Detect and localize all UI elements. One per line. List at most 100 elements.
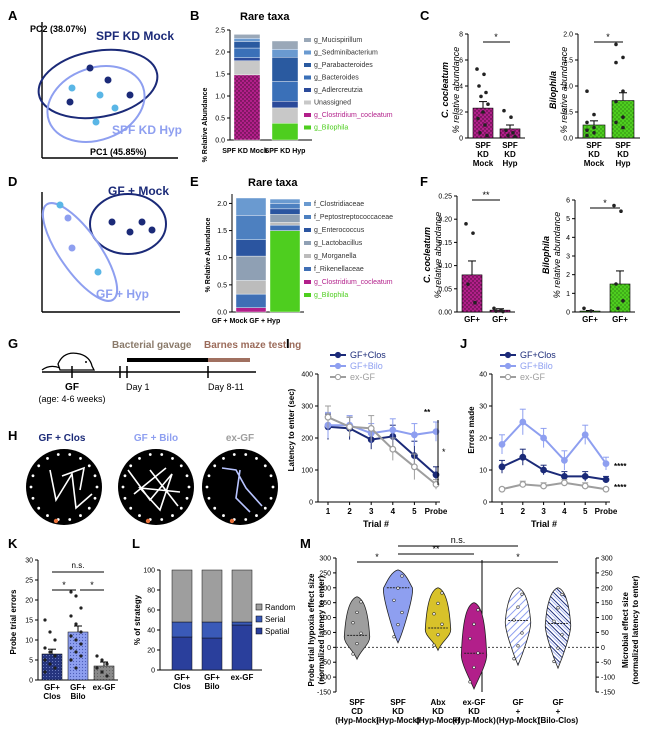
data-point (79, 654, 83, 658)
stacked-bar-segment (231, 569, 253, 623)
maze-hole (123, 496, 127, 500)
data-point (516, 644, 520, 648)
y-tick-label: 100 (601, 615, 613, 622)
data-point (355, 642, 359, 646)
y-tick-label: 100 (143, 568, 155, 575)
legend-label: g_Bacteroides (314, 75, 359, 82)
x-tick-label: SPF (475, 141, 491, 150)
data-point (560, 592, 564, 597)
data-point (411, 431, 418, 439)
maze-hole (255, 514, 258, 517)
legend-marker (504, 351, 512, 359)
y-tick-label: 150 (319, 600, 331, 607)
legend-marker (334, 373, 342, 381)
panel-j: J Errors made Trial # 0 10 20 30 40 1 2 3 4 5 Prob… (460, 336, 627, 529)
barnes-label: Barnes maze testing (204, 340, 301, 351)
data-point (589, 309, 593, 313)
age-label: (age: 4-6 weeks) (38, 394, 105, 404)
maze-hole (37, 464, 41, 468)
x-tick-label: Clos (173, 682, 191, 691)
series-line (501, 420, 607, 465)
maze-hole (95, 485, 99, 489)
x-axis-label: Trial # (363, 519, 389, 529)
sig-label: n.s. (451, 535, 466, 545)
legend-label: g_Bilophila (314, 292, 348, 299)
y-tick-label: 20 (147, 648, 155, 655)
data-point (621, 115, 625, 119)
y-tick-label: 10 (25, 638, 33, 645)
maze-hole (222, 457, 225, 460)
x-tick-label: Probe (425, 507, 448, 516)
stacked-bar-segment (271, 81, 299, 102)
data-point (506, 133, 510, 138)
x-tick-label: 4 (562, 507, 567, 516)
barnes-maze (202, 449, 278, 525)
bar-label: GF + Mock GF + Hyp (212, 318, 280, 325)
data-point (520, 631, 524, 635)
data-point (619, 209, 623, 213)
data-point (392, 635, 396, 639)
legend-label: Random (265, 603, 296, 612)
stacked-bar-segment (269, 198, 301, 204)
y-tick-label: 40 (479, 372, 487, 379)
data-point (486, 102, 490, 106)
x-tick-label: 5 (412, 507, 417, 516)
data-point (346, 423, 354, 431)
y-tick-label: 100 (301, 468, 313, 475)
legend-swatch (304, 113, 311, 117)
y-tick-label: 50 (323, 630, 331, 637)
data-point (498, 463, 506, 471)
x-tick-label: CD (351, 707, 363, 716)
legend-swatch (304, 280, 311, 284)
day1-label: Day 1 (126, 382, 150, 392)
y-tick-label: 30 (25, 558, 33, 565)
y-tick-label: 1 (566, 291, 570, 298)
data-point (440, 591, 444, 595)
violin (504, 587, 532, 667)
data-point (351, 652, 355, 656)
data-point (592, 131, 596, 135)
bar (461, 274, 483, 313)
stacked-bar-segment (235, 197, 267, 216)
data-point (74, 594, 78, 598)
panel-letter: C (420, 8, 430, 23)
data-point (69, 614, 73, 618)
data-point (585, 133, 589, 138)
data-point (324, 413, 332, 421)
y-tick-label: 8 (459, 32, 463, 39)
x-tick-label: GF+ (174, 673, 190, 682)
y-tick-label: 1.0 (563, 84, 573, 91)
stacked-bar-segment (271, 57, 299, 82)
maze-hole (269, 496, 273, 500)
data-point (504, 128, 508, 132)
maze-hole (87, 506, 91, 510)
data-point (436, 633, 440, 637)
y-tick-label: 10 (479, 468, 487, 475)
legend-label: g_Clostridium_cocleatum (314, 279, 393, 286)
x-tick-label: 1 (326, 507, 331, 516)
x-tick-label: KD (617, 150, 629, 159)
x-tick-label: SPF (586, 141, 602, 150)
y-tick-label: 30 (479, 404, 487, 411)
y-tick-label: 80 (147, 588, 155, 595)
x-tick-label: GF+ (492, 315, 508, 324)
y-axis-label: Probe trial errors (9, 589, 18, 654)
data-point (581, 482, 589, 490)
maze-hole (179, 464, 183, 468)
panel-e: E Rare taxa % Relative Abundance 0.0 0.5 1… (190, 174, 393, 325)
sig-label: * (375, 552, 379, 562)
y-tick-label: 0.00 (438, 310, 452, 317)
y-tick-label: 2 (566, 272, 570, 279)
legend-swatch (304, 215, 311, 219)
data-point (400, 574, 404, 578)
y-tick-label: 20 (479, 436, 487, 443)
data-point (48, 650, 52, 654)
data-point (53, 666, 57, 670)
data-point (43, 618, 47, 622)
legend-swatch (304, 88, 311, 92)
data-point (511, 131, 515, 135)
x-tick-label: GF+ (464, 315, 480, 324)
y-tick-label: -50 (601, 660, 611, 667)
x-tick-label: GF+ (612, 315, 628, 324)
stacked-bar-segment (233, 47, 261, 58)
